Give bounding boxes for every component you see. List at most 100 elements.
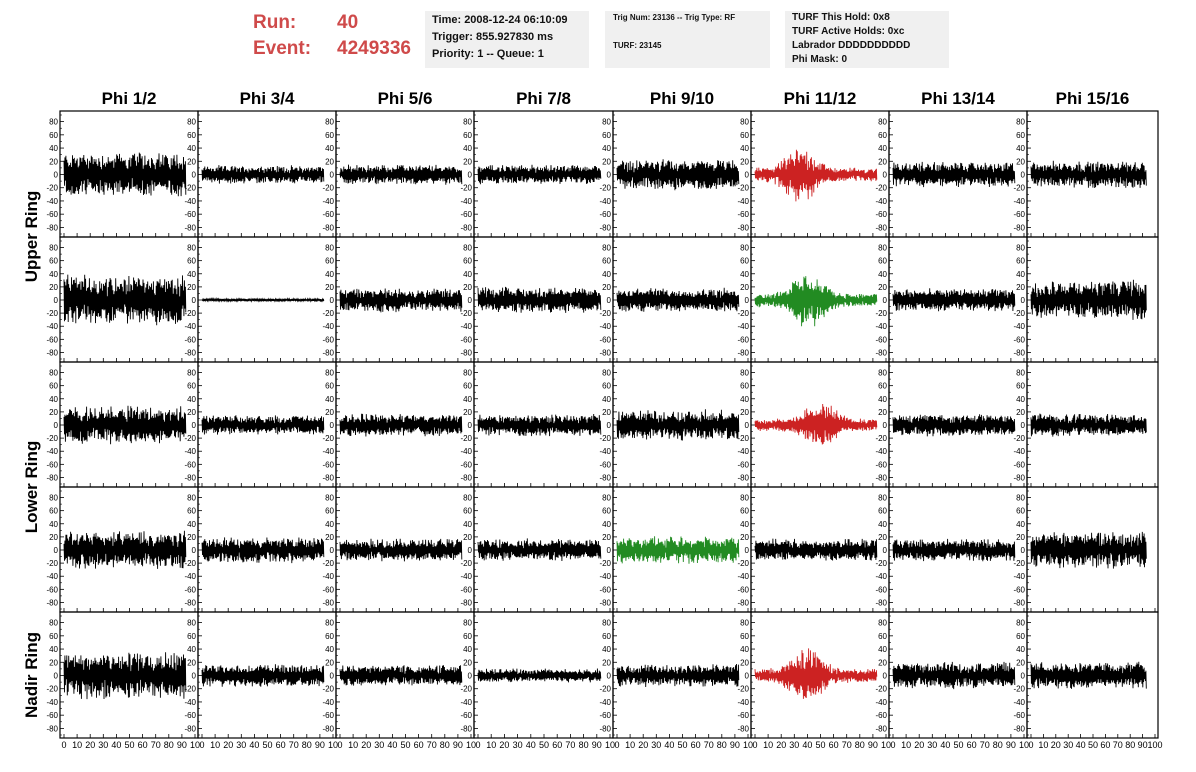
y-tick-label: -40 xyxy=(875,572,887,581)
x-tick-label: 40 xyxy=(111,740,121,750)
x-tick-label: 70 xyxy=(842,740,852,750)
y-tick-label: 20 xyxy=(463,283,472,292)
x-tick-label: 10 xyxy=(1019,740,1029,750)
y-tick-label: -20 xyxy=(184,434,196,443)
y-tick-label: 40 xyxy=(740,645,749,654)
y-tick-label: 40 xyxy=(325,395,334,404)
y-tick-label: -20 xyxy=(737,685,749,694)
y-tick-label: 40 xyxy=(463,395,472,404)
y-tick-label: -40 xyxy=(46,322,58,331)
y-tick-label: 40 xyxy=(49,645,58,654)
y-tick-label: 60 xyxy=(463,632,472,641)
x-tick-label: 30 xyxy=(374,740,384,750)
y-tick-label: 40 xyxy=(325,144,334,153)
y-tick-label: -40 xyxy=(322,572,334,581)
y-tick-label: 0 xyxy=(330,171,335,180)
x-tick-label: 80 xyxy=(993,740,1003,750)
y-tick-label: 0 xyxy=(607,171,612,180)
x-tick-label: 40 xyxy=(802,740,812,750)
y-tick-label: 20 xyxy=(463,157,472,166)
y-tick-label: 60 xyxy=(740,632,749,641)
run-event-block: Run: 40 Event: 4249336 xyxy=(253,10,411,62)
y-tick-label: -60 xyxy=(737,711,749,720)
y-tick-label: 80 xyxy=(740,369,749,378)
x-tick-label: 60 xyxy=(967,740,977,750)
x-tick-label: 90 xyxy=(868,740,878,750)
x-tick-label: 20 xyxy=(914,740,924,750)
waveform-r4-c8 xyxy=(1030,531,1147,569)
x-tick-label: 10 xyxy=(625,740,635,750)
y-tick-label: -60 xyxy=(737,335,749,344)
y-tick-label: -80 xyxy=(46,348,58,357)
y-tick-label: -80 xyxy=(737,223,749,232)
y-tick-label: -80 xyxy=(1013,724,1025,733)
y-tick-label: 80 xyxy=(878,369,887,378)
y-tick-label: 20 xyxy=(602,408,611,417)
y-tick-label: -80 xyxy=(737,598,749,607)
y-tick-label: 40 xyxy=(49,520,58,529)
priority-text: Priority: 1 -- Queue: 1 xyxy=(432,48,544,60)
x-tick-label: 10 xyxy=(466,740,476,750)
waveform-r4-c3 xyxy=(339,538,463,562)
y-tick-label: 20 xyxy=(463,533,472,542)
y-tick-label: 0 xyxy=(330,672,335,681)
y-tick-label: 40 xyxy=(49,395,58,404)
y-tick-label: 80 xyxy=(187,494,196,503)
y-tick-label: 20 xyxy=(49,408,58,417)
y-tick-label: -40 xyxy=(184,197,196,206)
y-tick-label: 40 xyxy=(602,270,611,279)
y-tick-label: -40 xyxy=(460,322,472,331)
time-info-box: Time: 2008-12-24 06:10:09 Trigger: 855.9… xyxy=(425,11,589,68)
column-title-1: Phi 1/2 xyxy=(102,89,157,108)
y-tick-label: -20 xyxy=(599,434,611,443)
waveform-r4-c5 xyxy=(616,536,740,564)
x-tick-label: 50 xyxy=(1088,740,1098,750)
y-tick-label: -40 xyxy=(599,572,611,581)
y-tick-label: 80 xyxy=(463,619,472,628)
y-tick-label: -20 xyxy=(460,685,472,694)
y-tick-label: -40 xyxy=(1013,447,1025,456)
y-tick-label: -60 xyxy=(184,585,196,594)
y-tick-label: 20 xyxy=(878,408,887,417)
y-tick-label: -20 xyxy=(875,434,887,443)
y-tick-label: -20 xyxy=(184,559,196,568)
waveform-r2-c6 xyxy=(754,276,878,327)
x-tick-label: 60 xyxy=(414,740,424,750)
y-tick-label: -40 xyxy=(46,572,58,581)
y-tick-label: -20 xyxy=(1013,434,1025,443)
y-tick-label: 0 xyxy=(54,296,59,305)
y-tick-label: -20 xyxy=(322,309,334,318)
waveform-r5-c1 xyxy=(63,652,187,700)
y-tick-label: 80 xyxy=(187,369,196,378)
y-tick-label: 0 xyxy=(468,171,473,180)
y-tick-label: -80 xyxy=(46,473,58,482)
y-tick-label: -80 xyxy=(599,348,611,357)
x-tick-label: 40 xyxy=(1076,740,1086,750)
y-tick-label: 0 xyxy=(607,296,612,305)
y-tick-label: -60 xyxy=(460,335,472,344)
y-tick-label: 60 xyxy=(1016,382,1025,391)
waveform-r5-c2 xyxy=(201,664,325,687)
y-tick-label: 0 xyxy=(192,546,197,555)
y-tick-label: 80 xyxy=(49,494,58,503)
y-tick-label: 60 xyxy=(740,507,749,516)
y-tick-label: 20 xyxy=(878,157,887,166)
y-tick-label: 80 xyxy=(602,619,611,628)
y-tick-label: 40 xyxy=(187,144,196,153)
x-tick-label: 80 xyxy=(164,740,174,750)
y-tick-label: -60 xyxy=(1013,210,1025,219)
x-tick-label: 40 xyxy=(387,740,397,750)
y-tick-label: -60 xyxy=(460,210,472,219)
y-tick-label: 0 xyxy=(192,296,197,305)
y-tick-label: 60 xyxy=(878,507,887,516)
y-tick-label: 40 xyxy=(602,395,611,404)
y-tick-label: 80 xyxy=(1016,244,1025,253)
y-tick-label: -60 xyxy=(184,711,196,720)
y-tick-label: -20 xyxy=(1013,184,1025,193)
waveform-r1-c3 xyxy=(339,164,463,185)
y-tick-label: 40 xyxy=(1016,270,1025,279)
x-tick-label: 50 xyxy=(815,740,825,750)
ring-label-1: Upper Ring xyxy=(22,191,41,283)
y-tick-label: 80 xyxy=(878,118,887,127)
y-tick-label: 20 xyxy=(325,533,334,542)
